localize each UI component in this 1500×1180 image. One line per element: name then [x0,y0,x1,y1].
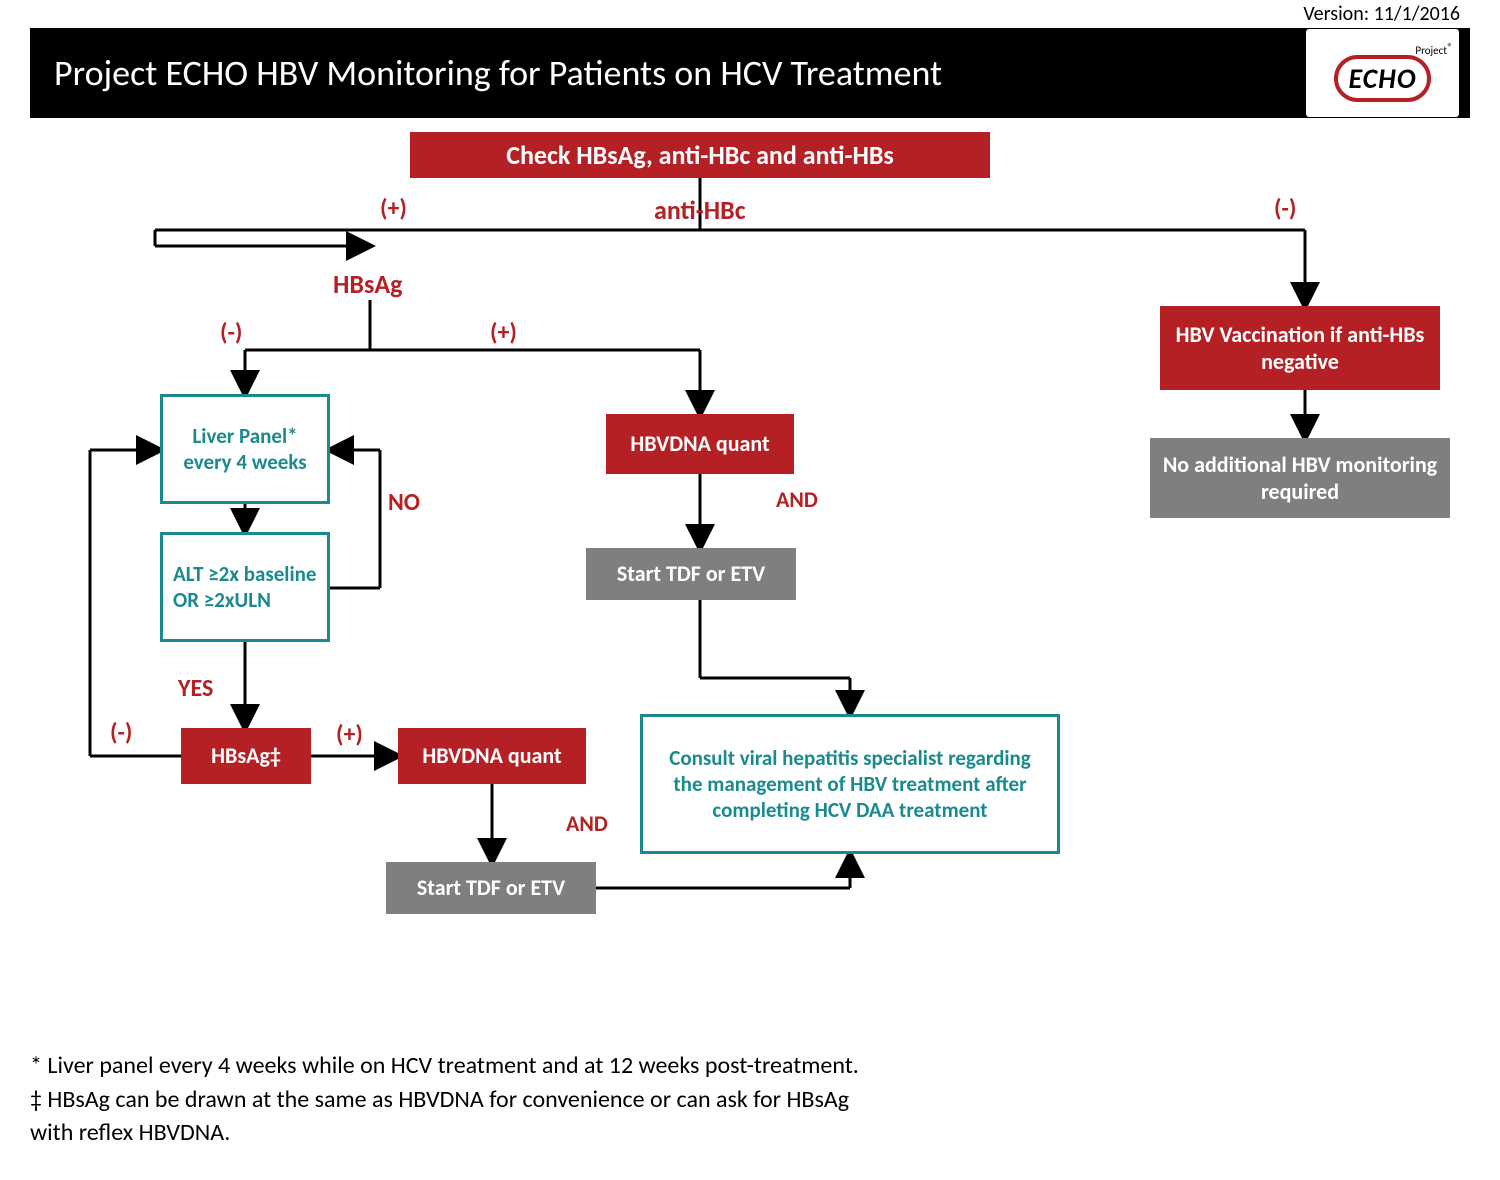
node-hbvdna1: HBVDNA quant [606,414,794,474]
label-and2: AND [566,810,608,837]
footnote-2: ‡ HBsAg can be drawn at the same as HBVD… [30,1083,859,1117]
node-start2: Start TDF or ETV [386,862,596,914]
node-start1: Start TDF or ETV [586,548,796,600]
node-hbvdna2: HBVDNA quant [398,728,586,784]
page-title: Project ECHO HBV Monitoring for Patients… [54,51,942,95]
header-bar: Project ECHO HBV Monitoring for Patients… [30,28,1470,118]
logo-subtext: Project [1415,44,1447,57]
node-consult: Consult viral hepatitis specialist regar… [640,714,1060,854]
node-check: Check HBsAg, anti-HBc and anti-HBs [410,132,990,178]
connectors [30,118,1470,1180]
node-no_mon: No additional HBV monitoring required [1150,438,1450,518]
node-vaccine: HBV Vaccination if anti-HBs negative [1160,306,1440,390]
logo-registered-icon: ® [1447,41,1453,54]
node-liver: Liver Panel* every 4 weeks [160,394,330,504]
node-hbsag2: HBsAg‡ [181,728,311,784]
footnotes: * Liver panel every 4 weeks while on HCV… [30,1049,859,1150]
version-label: Version: 11/1/2016 [1303,2,1460,26]
flowchart-canvas: Check HBsAg, anti-HBc and anti-HBs HBV Va… [30,118,1470,1180]
label-minus_hbsag: (-) [220,318,242,347]
label-minus_hbsag2: (-) [110,718,132,747]
label-plus_hbsag: (+) [490,318,517,347]
label-plus_top: (+) [380,194,407,223]
footnote-3: with reflex HBVDNA. [30,1116,859,1150]
label-plus_hbsag2: (+) [336,720,363,749]
footnote-1: * Liver panel every 4 weeks while on HCV… [30,1049,859,1083]
label-yes: YES [178,674,213,703]
label-no: NO [388,488,420,517]
node-alt: ALT ≥2x baseline OR ≥2xULN [160,532,330,642]
label-and1: AND [776,486,818,513]
label-hbsag: HBsAg [333,268,402,300]
label-minus_top: (-) [1274,194,1296,223]
echo-logo: Project ECHO ® [1305,28,1460,118]
label-antihbc: anti-HBc [654,194,746,226]
logo-main: ECHO [1334,55,1430,102]
